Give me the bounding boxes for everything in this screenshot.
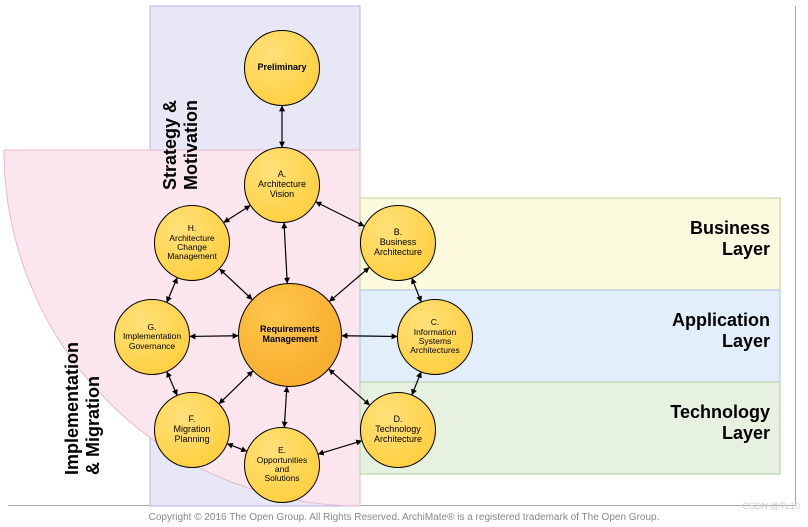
node-B: B.BusinessArchitecture [360,205,436,281]
node-label-H: H.ArchitectureChangeManagement [165,222,219,263]
diagram-canvas: Copyright © 2016 The Open Group. All Rig… [0,0,808,527]
copyright-text: Copyright © 2016 The Open Group. All Rig… [0,512,808,523]
node-label-B: B.BusinessArchitecture [372,226,424,260]
region-label-application: ApplicationLayer [620,310,770,352]
node-D: D.TechnologyArchitecture [360,392,436,468]
node-F: F.MigrationPlanning [154,392,230,468]
node-A: A.ArchitectureVision [244,147,320,223]
node-H: H.ArchitectureChangeManagement [154,205,230,281]
region-label-technology: TechnologyLayer [620,402,770,444]
node-RM: RequirementsManagement [238,283,342,387]
node-label-C: C.InformationSystemsArchitectures [408,316,462,357]
node-label-F: F.MigrationPlanning [171,413,212,447]
node-label-D: D.TechnologyArchitecture [372,413,424,447]
vlabel-implementation: Implementation& Migration [62,245,102,475]
node-label-A: A.ArchitectureVision [256,168,308,202]
node-label-RM: RequirementsManagement [258,323,322,347]
node-label-prelim: Preliminary [255,61,308,75]
vlabel-strategy: Strategy &Motivation [160,20,200,190]
node-E: E.OpportunitiesandSolutions [244,427,320,503]
watermark-text: CSDN @TL10 [742,501,800,511]
node-C: C.InformationSystemsArchitectures [397,299,473,375]
region-label-business: BusinessLayer [620,218,770,260]
node-label-G: G.ImplementationGovernance [121,321,183,353]
node-label-E: E.OpportunitiesandSolutions [255,444,310,485]
node-G: G.ImplementationGovernance [114,299,190,375]
node-prelim: Preliminary [244,30,320,106]
